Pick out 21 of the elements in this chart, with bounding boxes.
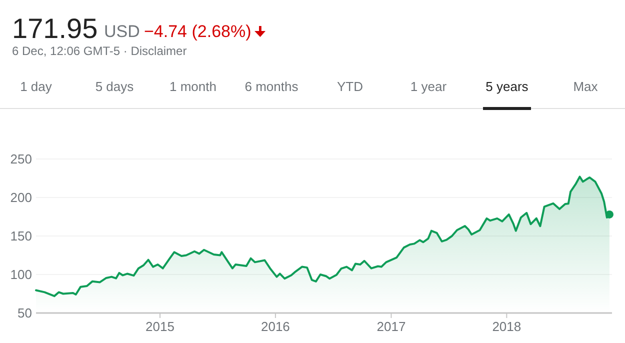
x-tick-label: 2018 (492, 319, 522, 334)
x-tick-label: 2016 (260, 319, 290, 334)
chart-subtitle: 6 Dec, 12:06 GMT-5 · Disclaimer (12, 44, 187, 58)
text: −4.74 (2.68%) (144, 22, 252, 41)
text: Max (573, 79, 598, 94)
text: 1 year (410, 79, 448, 94)
x-tick-label: 2015 (146, 319, 174, 334)
text: YTD (337, 79, 363, 94)
text: 5 years (486, 79, 529, 94)
chart-title: 171.95 (12, 13, 98, 44)
text: USD (104, 22, 140, 41)
text: 1 day (20, 79, 52, 94)
text: 6 months (244, 79, 299, 94)
x-tick-label: 2017 (376, 319, 406, 334)
y-tick-label: 250 (10, 152, 32, 167)
y-tick-label: 100 (10, 267, 32, 282)
text: 1 month (170, 79, 216, 94)
y-tick-label: 200 (10, 190, 32, 206)
text: 5 days (95, 79, 134, 94)
y-tick-label: 50 (18, 306, 32, 321)
y-tick-label: 150 (10, 228, 32, 244)
